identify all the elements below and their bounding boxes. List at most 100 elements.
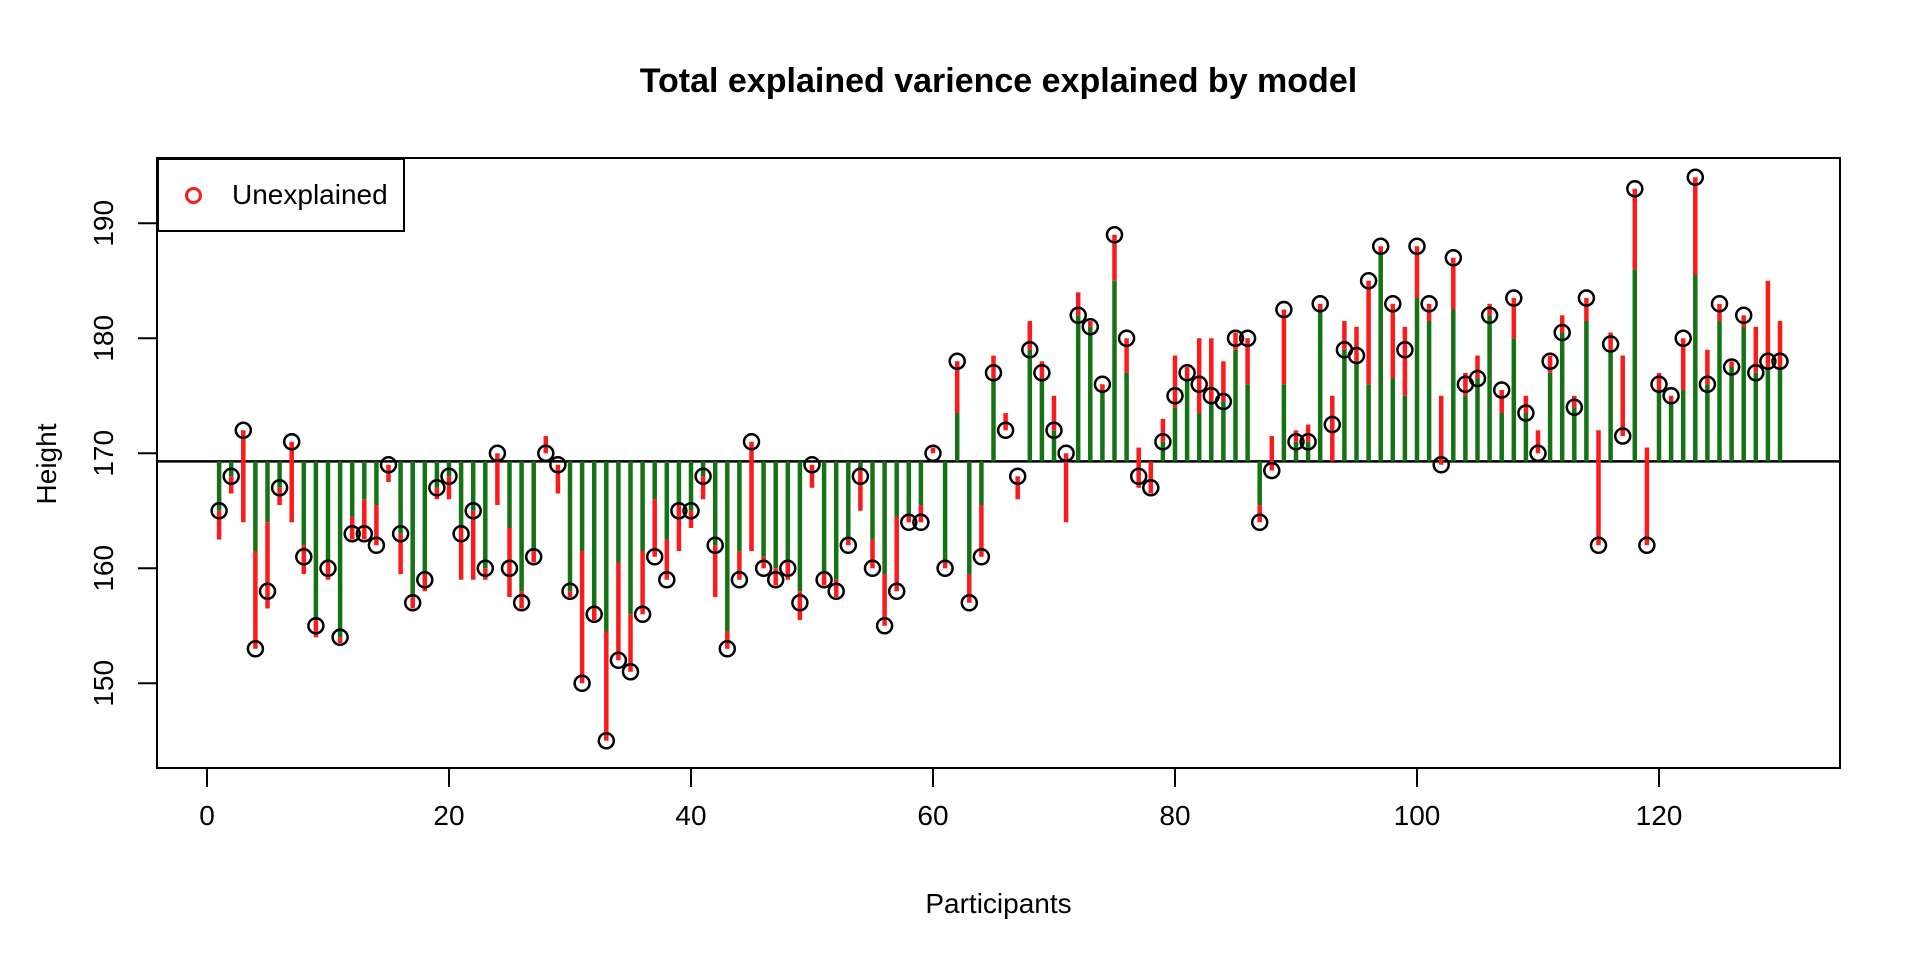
- data-point-circle: [1541, 352, 1559, 371]
- data-point-circle: [645, 548, 664, 566]
- data-point-circle: [549, 456, 567, 474]
- data-point-circle: [1154, 433, 1172, 451]
- data-point-circle: [1021, 341, 1039, 359]
- data-point-circle: [440, 467, 458, 486]
- data-point-circle: [1710, 295, 1729, 313]
- data-point-circle: [355, 525, 374, 543]
- data-point-circle: [464, 502, 482, 520]
- data-point-circle: [1178, 364, 1196, 382]
- data-point-circle: [367, 536, 386, 555]
- data-point-circle: [1626, 180, 1644, 198]
- data-point-circle: [1359, 272, 1378, 290]
- y-tick-label: 160: [88, 545, 119, 592]
- data-point-circle: [779, 559, 797, 578]
- data-point-circle: [766, 571, 785, 589]
- data-point-circle: [1771, 352, 1789, 371]
- x-tick-label: 60: [917, 800, 948, 831]
- data-point-circle: [1081, 318, 1100, 336]
- data-point-circle: [1420, 295, 1438, 313]
- y-tick-label: 180: [88, 315, 119, 362]
- data-point-circle: [282, 433, 301, 451]
- data-point-circle: [222, 467, 240, 486]
- x-tick-label: 20: [433, 800, 464, 831]
- data-point-circle: [258, 582, 277, 601]
- data-point-circle: [1747, 364, 1765, 382]
- y-tick-label: 150: [88, 660, 119, 707]
- data-point-circle: [815, 571, 833, 589]
- data-point-circle: [1275, 300, 1293, 319]
- legend-box: Unexplained: [157, 158, 405, 232]
- data-point-circle: [1396, 341, 1414, 359]
- data-point-circle: [1638, 536, 1656, 555]
- data-point-circle: [633, 605, 652, 624]
- data-point-circle: [246, 640, 265, 658]
- data-point-circle: [730, 571, 749, 589]
- data-point-circle: [1613, 427, 1632, 445]
- data-point-circle: [1057, 444, 1075, 463]
- data-point-circle: [1492, 381, 1511, 399]
- data-point-circle: [379, 456, 398, 474]
- data-point-circle: [1105, 226, 1124, 244]
- data-point-circle: [827, 582, 845, 601]
- data-point-circle: [1190, 375, 1208, 394]
- data-point-circle: [1408, 237, 1426, 256]
- x-tick-label: 80: [1159, 800, 1190, 831]
- data-point-circle: [1226, 329, 1245, 348]
- data-point-circle: [803, 456, 821, 474]
- data-point-circle: [1371, 237, 1390, 256]
- data-point-circle: [621, 663, 640, 681]
- data-point-circle: [270, 479, 289, 497]
- data-point-circle: [1045, 421, 1063, 440]
- legend-unexplained-marker-icon: [185, 186, 202, 204]
- data-point-circle: [1601, 335, 1620, 353]
- data-point-circle: [1759, 352, 1777, 371]
- data-point-circle: [1553, 323, 1571, 342]
- x-tick-label: 40: [675, 800, 706, 831]
- data-point-circle: [319, 559, 337, 578]
- data-point-circle: [960, 594, 979, 612]
- data-point-circle: [561, 582, 579, 601]
- data-point-circle: [706, 536, 724, 555]
- data-point-circle: [1311, 295, 1329, 313]
- data-point-circle: [343, 525, 361, 543]
- data-point-circle: [1166, 387, 1184, 405]
- data-point-circle: [1117, 329, 1136, 348]
- data-point-circle: [694, 467, 712, 486]
- data-point-circle: [1033, 364, 1051, 382]
- data-point-circle: [1722, 358, 1741, 376]
- data-point-circle: [1129, 467, 1148, 486]
- x-tick-label: 0: [199, 800, 215, 831]
- data-point-circle: [1517, 404, 1535, 422]
- y-tick-label: 170: [88, 430, 119, 477]
- data-point-circle: [403, 594, 422, 612]
- data-point-circle: [1142, 479, 1160, 497]
- data-point-circle: [863, 559, 882, 578]
- data-point-circle: [1347, 346, 1366, 365]
- data-point-circle: [537, 444, 555, 463]
- data-point-circle: [1432, 456, 1450, 474]
- data-point-circle: [452, 525, 470, 543]
- y-axis-label: Height: [31, 423, 62, 505]
- data-point-circle: [912, 513, 930, 532]
- data-point-circle: [1529, 444, 1547, 463]
- data-point-circle: [1480, 306, 1499, 325]
- data-point-circle: [851, 467, 870, 486]
- x-tick-label: 100: [1394, 800, 1441, 831]
- data-point-circle: [573, 674, 591, 693]
- data-point-circle: [682, 502, 700, 520]
- data-point-circle: [670, 502, 688, 520]
- data-point-circle: [948, 352, 966, 371]
- data-point-circle: [1384, 295, 1402, 313]
- data-point-circle: [1238, 329, 1257, 348]
- data-point-circle: [887, 582, 906, 601]
- data-point-circle: [900, 513, 918, 532]
- data-point-circle: [1323, 415, 1342, 434]
- data-point-circle: [416, 571, 434, 589]
- data-point-circle: [609, 651, 628, 670]
- data-point-circle: [1662, 387, 1680, 405]
- data-point-circle: [996, 421, 1015, 440]
- data-point-circle: [1214, 392, 1233, 411]
- data-point-circle: [875, 617, 894, 635]
- data-point-circle: [839, 536, 858, 555]
